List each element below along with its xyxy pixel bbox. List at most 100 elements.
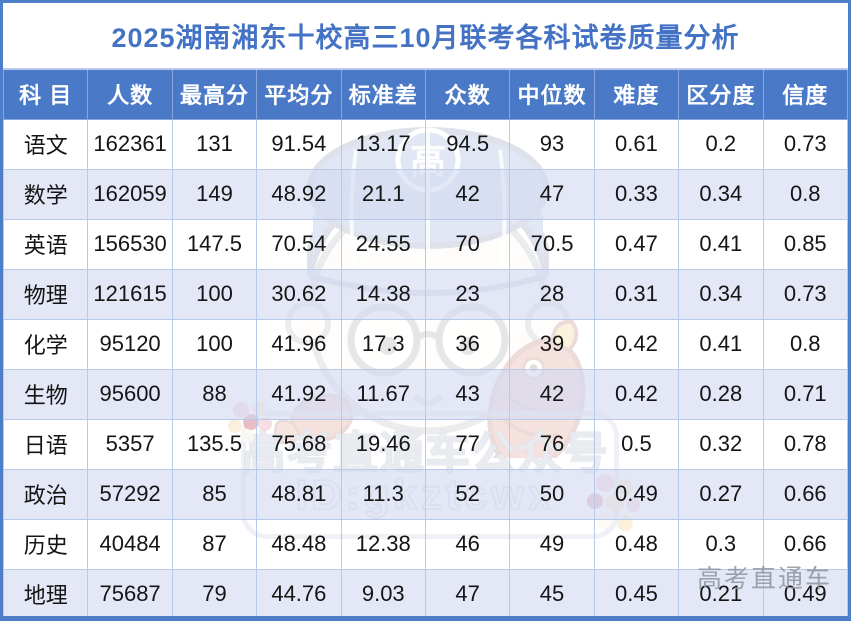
header-reliability: 信度 <box>762 68 848 120</box>
header-mode: 众数 <box>424 68 511 120</box>
header-difficulty: 难度 <box>593 68 680 120</box>
header-count: 人数 <box>87 68 173 120</box>
table-row: 生物 95600 88 41.92 11.67 43 42 0.42 0.28 0.71 <box>3 368 848 420</box>
subject-cell: 政治 <box>3 468 89 520</box>
value-cell: 156530 <box>87 218 173 270</box>
value-cell: 0.34 <box>678 268 764 320</box>
value-cell: 0.32 <box>678 418 764 470</box>
value-cell: 44.76 <box>256 568 342 616</box>
table-row: 政治 57292 85 48.81 11.3 52 50 0.49 0.27 0.66 <box>3 468 848 520</box>
value-cell: 91.54 <box>256 118 342 170</box>
value-cell: 28 <box>509 268 595 320</box>
value-cell: 94.5 <box>424 118 511 170</box>
value-cell: 75.68 <box>256 418 342 470</box>
value-cell: 48.81 <box>256 468 342 520</box>
value-cell: 0.49 <box>762 568 848 616</box>
value-cell: 93 <box>509 118 595 170</box>
value-cell: 77 <box>424 418 511 470</box>
value-cell: 0.71 <box>762 368 848 420</box>
value-cell: 57292 <box>87 468 173 520</box>
value-cell: 42 <box>509 368 595 420</box>
header-median: 中位数 <box>509 68 595 120</box>
value-cell: 0.8 <box>762 318 848 370</box>
value-cell: 85 <box>171 468 258 520</box>
value-cell: 19.46 <box>340 418 426 470</box>
value-cell: 12.38 <box>340 518 426 570</box>
subject-cell: 语文 <box>3 118 89 170</box>
value-cell: 17.3 <box>340 318 426 370</box>
value-cell: 41.96 <box>256 318 342 370</box>
value-cell: 79 <box>171 568 258 616</box>
value-cell: 0.48 <box>593 518 680 570</box>
header-discrimination: 区分度 <box>678 68 764 120</box>
value-cell: 0.41 <box>678 318 764 370</box>
table-body: 语文 162361 131 91.54 13.17 94.5 93 0.61 0.2 0.73 数学… <box>3 118 848 616</box>
table-row: 地理 75687 79 44.76 9.03 47 45 0.45 0.21 0.49 <box>3 568 848 616</box>
value-cell: 13.17 <box>340 118 426 170</box>
value-cell: 11.67 <box>340 368 426 420</box>
value-cell: 162361 <box>87 118 173 170</box>
value-cell: 5357 <box>87 418 173 470</box>
value-cell: 42 <box>424 168 511 220</box>
subject-cell: 化学 <box>3 318 89 370</box>
header-subject: 科 目 <box>3 68 89 120</box>
value-cell: 100 <box>171 268 258 320</box>
value-cell: 0.61 <box>593 118 680 170</box>
value-cell: 52 <box>424 468 511 520</box>
header-std-dev: 标准差 <box>340 68 426 120</box>
title-bar: 2025湖南湘东十校高三10月联考各科试卷质量分析 <box>3 3 848 68</box>
value-cell: 70 <box>424 218 511 270</box>
value-cell: 0.28 <box>678 368 764 420</box>
header-max-score: 最高分 <box>171 68 258 120</box>
table-header: 科 目 人数 最高分 平均分 标准差 众数 中位数 难度 区分度 信度 <box>3 68 848 120</box>
value-cell: 0.42 <box>593 318 680 370</box>
value-cell: 0.85 <box>762 218 848 270</box>
subject-cell: 日语 <box>3 418 89 470</box>
value-cell: 46 <box>424 518 511 570</box>
value-cell: 21.1 <box>340 168 426 220</box>
value-cell: 0.73 <box>762 118 848 170</box>
subject-cell: 英语 <box>3 218 89 270</box>
value-cell: 95120 <box>87 318 173 370</box>
value-cell: 47 <box>424 568 511 616</box>
value-cell: 48.48 <box>256 518 342 570</box>
value-cell: 76 <box>509 418 595 470</box>
table-row: 数学 162059 149 48.92 21.1 42 47 0.33 0.34 0.8 <box>3 168 848 220</box>
value-cell: 14.38 <box>340 268 426 320</box>
value-cell: 100 <box>171 318 258 370</box>
value-cell: 30.62 <box>256 268 342 320</box>
value-cell: 75687 <box>87 568 173 616</box>
value-cell: 70.54 <box>256 218 342 270</box>
value-cell: 0.5 <box>593 418 680 470</box>
value-cell: 36 <box>424 318 511 370</box>
subject-cell: 物理 <box>3 268 89 320</box>
value-cell: 0.42 <box>593 368 680 420</box>
value-cell: 50 <box>509 468 595 520</box>
value-cell: 0.2 <box>678 118 764 170</box>
value-cell: 0.27 <box>678 468 764 520</box>
value-cell: 88 <box>171 368 258 420</box>
value-cell: 23 <box>424 268 511 320</box>
value-cell: 24.55 <box>340 218 426 270</box>
value-cell: 40484 <box>87 518 173 570</box>
value-cell: 0.66 <box>762 468 848 520</box>
subject-cell: 地理 <box>3 568 89 616</box>
value-cell: 162059 <box>87 168 173 220</box>
header-average: 平均分 <box>256 68 342 120</box>
value-cell: 49 <box>509 518 595 570</box>
value-cell: 0.41 <box>678 218 764 270</box>
corner-brand-watermark: 高考直通车 <box>696 565 832 593</box>
value-cell: 47 <box>509 168 595 220</box>
table-row: 语文 162361 131 91.54 13.17 94.5 93 0.61 0.2 0.73 <box>3 118 848 170</box>
table-row: 日语 5357 135.5 75.68 19.46 77 76 0.5 0.32 0.78 <box>3 418 848 470</box>
value-cell: 45 <box>509 568 595 616</box>
value-cell: 0.45 <box>593 568 680 616</box>
table-row: 物理 121615 100 30.62 14.38 23 28 0.31 0.34 0.73 <box>3 268 848 320</box>
subject-cell: 生物 <box>3 368 89 420</box>
value-cell: 41.92 <box>256 368 342 420</box>
value-cell: 48.92 <box>256 168 342 220</box>
value-cell: 11.3 <box>340 468 426 520</box>
value-cell: 95600 <box>87 368 173 420</box>
value-cell: 0.78 <box>762 418 848 470</box>
